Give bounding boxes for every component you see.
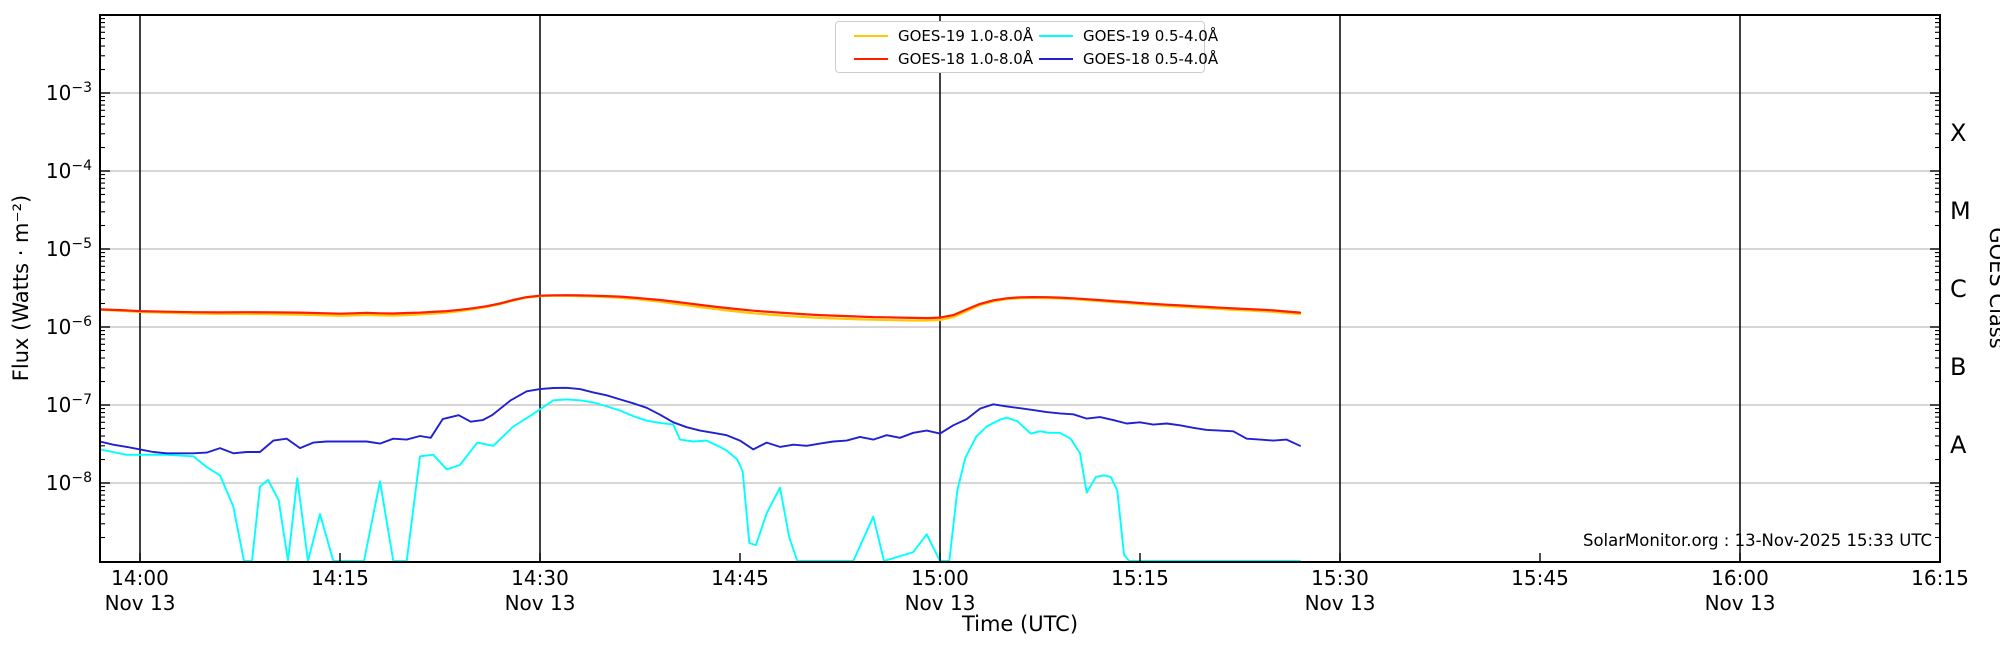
y-tick-label: 10−8 (46, 470, 92, 495)
x-date-label: Nov 13 (1305, 591, 1376, 615)
x-axis-title: Time (UTC) (961, 612, 1078, 636)
x-tick-label: 14:45 (711, 566, 769, 590)
legend-line-swatch (854, 57, 888, 60)
legend: GOES-19 1.0-8.0Å GOES-19 0.5-4.0Å GOES-18 … (835, 21, 1218, 73)
credit-text: SolarMonitor.org : 13-Nov-2025 15:33 UTC (1583, 531, 1932, 550)
goes-class-letter-b: B (1950, 353, 1966, 381)
legend-label: GOES-19 1.0-8.0Å (898, 26, 1034, 45)
x-date-label: Nov 13 (105, 591, 176, 615)
flux-curve-goes-19-0-5-4-0- (100, 398, 1301, 562)
goes-class-letter-m: M (1950, 197, 1971, 225)
goes-class-letter-x: X (1950, 119, 1966, 147)
x-tick-label: 15:00 (911, 566, 969, 590)
date-lines-layer (139, 15, 1741, 562)
x-date-label: Nov 13 (505, 591, 576, 615)
legend-item: GOES-18 1.0-8.0Å (836, 47, 1033, 70)
flux-curve-goes-18-1-0-8-0- (100, 294, 1302, 320)
legend-line-swatch (1039, 57, 1073, 60)
legend-item: GOES-19 0.5-4.0Å (1021, 24, 1218, 47)
y-tick-label: 10−7 (46, 392, 92, 417)
plot-border (99, 14, 1941, 563)
x-tick-label: 14:15 (311, 566, 369, 590)
y-axis-title-left: Flux (Watts · m⁻²) (9, 195, 33, 381)
y-tick-label: 10−3 (46, 80, 92, 105)
legend-item: GOES-18 0.5-4.0Å (1021, 47, 1218, 70)
y-tick-label: 10−5 (46, 236, 92, 261)
x-date-label: Nov 13 (1705, 591, 1776, 615)
y-tick-label: 10−6 (46, 314, 92, 339)
legend-line-swatch (854, 34, 888, 37)
flux-curve-goes-19-1-0-8-0- (100, 294, 1302, 322)
y-tick-label: 10−4 (46, 158, 92, 183)
gridlines-layer (100, 92, 1940, 484)
legend-label: GOES-18 0.5-4.0Å (1083, 49, 1219, 68)
x-tick-label: 14:00 (111, 566, 169, 590)
flux-curves-layer (100, 294, 1302, 562)
x-tick-label: 15:30 (1311, 566, 1369, 590)
legend-label: GOES-18 1.0-8.0Å (898, 49, 1034, 68)
legend-label: GOES-19 0.5-4.0Å (1083, 26, 1219, 45)
goes-class-letter-c: C (1950, 275, 1967, 303)
x-tick-label: 14:30 (511, 566, 569, 590)
x-tick-label: 16:00 (1711, 566, 1769, 590)
goes-class-letter-a: A (1950, 431, 1967, 459)
y-axis-title-right: GOES Class (1985, 227, 2000, 348)
x-tick-label: 15:15 (1111, 566, 1169, 590)
x-date-label: Nov 13 (905, 591, 976, 615)
legend-item: GOES-19 1.0-8.0Å (836, 24, 1033, 47)
flux-curve-goes-18-0-5-4-0- (100, 386, 1301, 455)
axis-ticks-layer (100, 18, 1941, 562)
legend-line-swatch (1039, 34, 1073, 37)
x-tick-label: 16:15 (1911, 566, 1969, 590)
x-tick-label: 15:45 (1511, 566, 1569, 590)
